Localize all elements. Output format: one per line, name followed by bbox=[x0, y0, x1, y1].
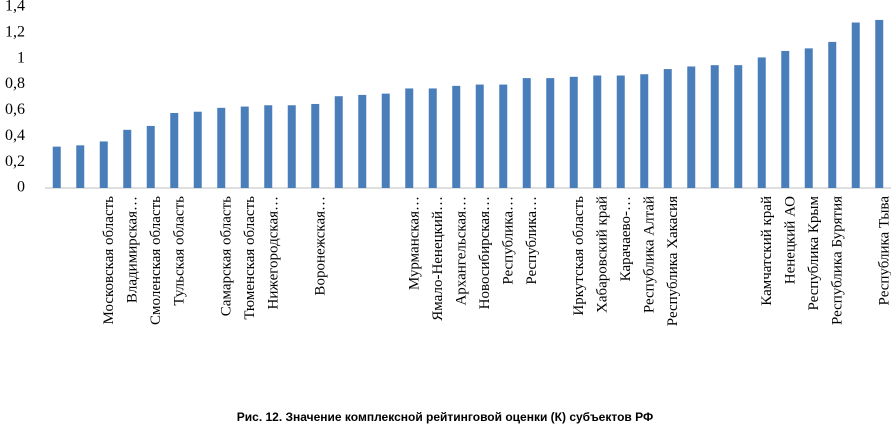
x-tick-label: Республика Хакасия bbox=[665, 196, 681, 326]
bar bbox=[781, 50, 790, 189]
bar bbox=[710, 65, 719, 188]
bar bbox=[569, 76, 578, 188]
bar bbox=[475, 84, 484, 188]
x-tick-label: Владимирская… bbox=[125, 196, 141, 303]
bar bbox=[287, 105, 296, 188]
y-tick-label: 0,4 bbox=[5, 127, 25, 144]
x-tick-label: Иркутская область bbox=[571, 196, 587, 316]
bar bbox=[546, 78, 555, 188]
x-tick-label: Ямало-Ненецкий… bbox=[430, 196, 446, 321]
bar bbox=[381, 93, 390, 188]
bar bbox=[311, 103, 320, 188]
bar bbox=[52, 146, 61, 188]
bar bbox=[875, 19, 884, 188]
x-tick-label: Новосибирская… bbox=[477, 196, 493, 309]
x-tick-label: Нижегородская… bbox=[266, 196, 282, 309]
bar bbox=[405, 88, 414, 188]
y-tick-label: 0,6 bbox=[5, 101, 25, 118]
bar bbox=[193, 111, 202, 188]
bar bbox=[663, 69, 672, 188]
x-tick-label: Воронежская… bbox=[313, 196, 329, 296]
bar bbox=[428, 88, 437, 188]
x-tick-label: Самарская область bbox=[219, 196, 235, 316]
bar bbox=[687, 66, 696, 188]
bar bbox=[828, 41, 837, 189]
bar bbox=[640, 74, 649, 188]
bar bbox=[170, 113, 179, 188]
bar bbox=[522, 78, 531, 188]
y-tick-label: 0,2 bbox=[5, 153, 25, 170]
bar bbox=[593, 75, 602, 188]
y-tick-label: 1,4 bbox=[5, 0, 25, 15]
bar bbox=[616, 75, 625, 188]
bar bbox=[240, 106, 249, 188]
x-tick-label: Карачаево-… bbox=[618, 196, 634, 281]
bar bbox=[217, 107, 226, 188]
x-tick-label: Архангельская… bbox=[454, 196, 470, 306]
x-tick-label: Мурманская… bbox=[407, 196, 423, 290]
bar bbox=[264, 105, 273, 188]
chart-title: Рис. 12. Значение комплексной рейтингово… bbox=[237, 410, 653, 424]
x-tick-label: Республика… bbox=[524, 196, 540, 285]
x-tick-label: Республика Тыва bbox=[877, 196, 891, 306]
bar bbox=[334, 96, 343, 188]
x-tick-label: Республика Бурятия bbox=[830, 196, 846, 325]
bar bbox=[99, 141, 108, 188]
x-tick-label: Республика Алтай bbox=[642, 196, 658, 313]
bar bbox=[452, 85, 461, 188]
x-tick-label: Тюменская область bbox=[242, 196, 258, 320]
x-tick-label: Камчатский край bbox=[759, 196, 775, 306]
y-tick-label: 1 bbox=[17, 49, 25, 66]
x-tick-label: Ненецкий АО bbox=[783, 196, 799, 284]
bar bbox=[123, 129, 132, 188]
bar bbox=[76, 145, 85, 188]
bar bbox=[851, 22, 860, 189]
bar bbox=[757, 57, 766, 188]
x-tick-label: Смоленская область bbox=[148, 196, 164, 325]
x-tick-label: Республика… bbox=[501, 196, 517, 285]
y-tick-label: 1,2 bbox=[5, 24, 25, 41]
bar bbox=[146, 125, 155, 188]
x-tick-label: Республика Крым bbox=[806, 195, 822, 310]
bar bbox=[804, 48, 813, 188]
bar bbox=[734, 65, 743, 188]
bar bbox=[499, 84, 508, 188]
x-tick-label: Московская область bbox=[101, 196, 117, 325]
x-tick-label: Хабаровский край bbox=[595, 196, 611, 313]
y-tick-label: 0,8 bbox=[5, 75, 25, 92]
y-tick-label: 0 bbox=[17, 179, 25, 196]
x-tick-label: Тульская область bbox=[172, 196, 188, 306]
bar bbox=[358, 94, 367, 188]
